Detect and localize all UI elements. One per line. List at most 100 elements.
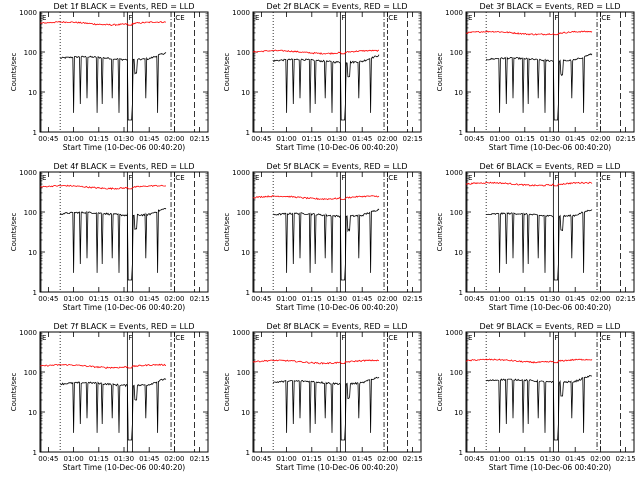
y-tick-label: 1 (33, 289, 37, 297)
x-tick-label: 01:00 (64, 135, 84, 143)
y-tick-label: 1000 (445, 9, 463, 17)
y-tick-label: 1000 (19, 169, 37, 177)
y-tick-label: 100 (450, 209, 463, 217)
x-tick-label: 01:00 (490, 135, 510, 143)
x-tick-label: 02:00 (164, 295, 184, 303)
x-tick-label: 01:15 (302, 295, 322, 303)
x-tick-label: 01:00 (64, 295, 84, 303)
lld-series-line (39, 363, 167, 369)
x-tick-label: 01:30 (114, 455, 134, 463)
x-tick-label: 00:45 (464, 135, 484, 143)
x-axis-label: Start Time (10-Dec-06 00:40:20) (63, 143, 185, 152)
x-tick-label: 01:30 (114, 135, 134, 143)
y-tick-label: 1 (459, 129, 463, 137)
plot-frame (39, 11, 209, 133)
plot-frame (252, 171, 422, 293)
y-axis-label: Counts/sec (223, 373, 231, 412)
x-tick-label: 02:00 (377, 135, 397, 143)
marker-label-f: F (554, 334, 558, 342)
x-tick-label: 01:30 (327, 455, 347, 463)
x-axis-label: Start Time (10-Dec-06 00:40:20) (489, 463, 611, 472)
y-tick-label: 10 (454, 89, 463, 97)
events-series-line (273, 208, 380, 281)
chart-panel-6: Det 6f BLACK = Events, RED = LLD 1 10 100 10… (436, 162, 636, 312)
x-tick-label: 01:15 (515, 135, 535, 143)
x-tick-label: 01:15 (302, 455, 322, 463)
marker-label-f: F (554, 14, 558, 22)
x-tick-label: 02:15 (190, 455, 210, 463)
y-axis-label: Counts/sec (10, 53, 18, 92)
chart-title: Det 5f BLACK = Events, RED = LLD (266, 162, 407, 171)
y-tick-label: 10 (454, 409, 463, 417)
y-tick-label: 1000 (19, 329, 37, 337)
y-axis-label: Counts/sec (10, 213, 18, 252)
x-tick-label: 02:00 (590, 455, 610, 463)
events-series-line (486, 209, 593, 281)
chart-title: Det 9f BLACK = Events, RED = LLD (479, 322, 620, 331)
chart-title: Det 2f BLACK = Events, RED = LLD (266, 2, 407, 11)
marker-label-ce: CE (601, 14, 610, 22)
marker-label-e: E (42, 334, 46, 342)
lld-series-line (465, 181, 593, 187)
marker-label-e: E (468, 334, 472, 342)
x-tick-label: 02:15 (403, 135, 423, 143)
y-tick-label: 1 (246, 129, 250, 137)
y-tick-label: 1000 (445, 169, 463, 177)
chart-panel-9: Det 9f BLACK = Events, RED = LLD 1 10 100 10… (436, 322, 636, 472)
chart-panel-5: Det 5f BLACK = Events, RED = LLD 1 10 100 10… (223, 162, 423, 312)
y-tick-label: 1000 (232, 9, 250, 17)
x-tick-label: 01:30 (327, 135, 347, 143)
marker-label-f: F (341, 14, 345, 22)
plot-frame (252, 11, 422, 133)
y-tick-label: 100 (24, 209, 37, 217)
plot-frame (39, 171, 209, 293)
marker-label-e: E (255, 334, 259, 342)
y-tick-label: 1 (459, 449, 463, 457)
y-tick-label: 10 (28, 89, 37, 97)
x-tick-label: 00:45 (38, 455, 58, 463)
x-tick-label: 02:00 (590, 295, 610, 303)
events-series-line (486, 375, 592, 441)
x-tick-label: 01:15 (515, 295, 535, 303)
y-axis-label: Counts/sec (436, 53, 444, 92)
marker-label-f: F (128, 14, 132, 22)
chart-panel-8: Det 8f BLACK = Events, RED = LLD 1 10 100 10… (223, 322, 423, 472)
y-tick-label: 100 (237, 209, 250, 217)
x-tick-label: 00:45 (464, 455, 484, 463)
marker-label-f: F (341, 174, 345, 182)
events-series-line (59, 207, 167, 281)
chart-panel-4: Det 4f BLACK = Events, RED = LLD 1 10 100 10… (10, 162, 210, 312)
y-tick-label: 100 (450, 49, 463, 57)
x-tick-label: 01:15 (89, 455, 109, 463)
x-tick-label: 02:15 (616, 135, 636, 143)
x-tick-label: 01:00 (64, 455, 84, 463)
marker-label-e: E (255, 174, 259, 182)
lld-series-line (252, 195, 380, 201)
y-tick-label: 10 (28, 409, 37, 417)
chart-title: Det 8f BLACK = Events, RED = LLD (266, 322, 407, 331)
x-tick-label: 01:30 (327, 295, 347, 303)
y-tick-label: 100 (237, 49, 250, 57)
marker-label-e: E (255, 14, 259, 22)
marker-label-f: F (341, 334, 345, 342)
chart-panel-3: Det 3f BLACK = Events, RED = LLD 1 10 100 10… (436, 2, 636, 152)
y-axis-label: Counts/sec (10, 373, 18, 412)
marker-label-ce: CE (388, 334, 397, 342)
lld-series-line (465, 30, 593, 36)
x-tick-label: 01:30 (540, 455, 560, 463)
events-series-line (272, 376, 380, 441)
marker-label-e: E (42, 174, 46, 182)
x-tick-label: 01:45 (352, 135, 372, 143)
x-tick-label: 02:15 (403, 455, 423, 463)
events-series-line (60, 378, 167, 441)
x-tick-label: 00:45 (251, 295, 271, 303)
x-tick-label: 02:00 (377, 295, 397, 303)
y-axis-label: Counts/sec (223, 213, 231, 252)
marker-label-ce: CE (601, 174, 610, 182)
x-tick-label: 02:15 (190, 135, 210, 143)
x-tick-label: 01:00 (277, 135, 297, 143)
y-tick-label: 1 (33, 449, 37, 457)
y-tick-label: 10 (28, 249, 37, 257)
x-tick-label: 01:45 (565, 295, 585, 303)
